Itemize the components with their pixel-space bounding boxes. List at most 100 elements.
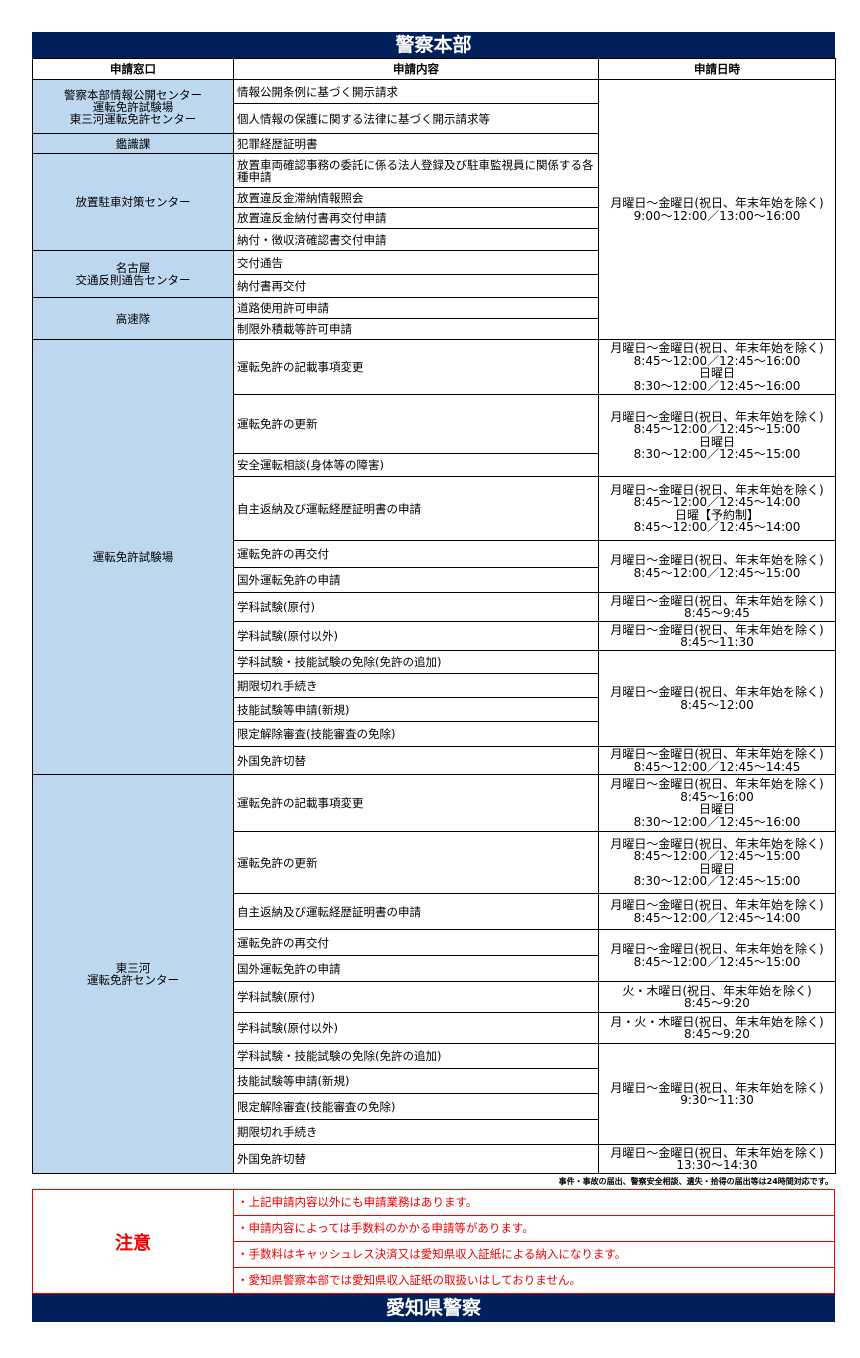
datetime-cell: 月曜日～金曜日(祝日、年末年始を除く) 8:45～12:00／12:45～15:…	[598, 831, 836, 894]
header-content: 申請内容	[233, 58, 599, 80]
header-datetime: 申請日時	[598, 58, 836, 80]
content-cell: 運転免許の記載事項変更	[233, 774, 599, 832]
datetime-cell: 月曜日～金曜日(祝日、年末年始を除く) 8:45～12:00／12:45～14:…	[598, 476, 836, 541]
content-cell: 納付・徴収済確認書交付申請	[233, 228, 599, 251]
table-row: 名古屋 交通反則通告センター 交付通告	[32, 250, 836, 298]
content-cell: 学科試験(原付以外)	[233, 621, 599, 651]
datetime-cell: 月曜日～金曜日(祝日、年末年始を除く) 8:45～9:45	[598, 592, 836, 622]
content-cell: 限定解除審査(技能審査の免除)	[233, 721, 599, 747]
content-cell: 技能試験等申請(新規)	[233, 1068, 599, 1094]
office-cell: 鑑識課	[32, 133, 234, 154]
table-row: 国外運転免許の申請	[33, 955, 836, 982]
datetime-cell: 月曜日～金曜日(祝日、年末年始を除く) 8:45～11:30	[598, 621, 836, 651]
content-cell: 放置違反金納付書再交付申請	[233, 207, 599, 229]
notice-item: ・手数料はキャッシュレス決済又は愛知県収入証紙による納入になります。	[234, 1242, 834, 1268]
datetime-cell: 月曜日～金曜日(祝日、年末年始を除く) 9:30～11:30	[598, 1043, 836, 1145]
content-cell: 学科試験(原付)	[233, 592, 599, 622]
table-row: 学科試験(原付以外) 月曜日～金曜日(祝日、年末年始を除く) 8:45～11:30	[33, 621, 836, 651]
content-cell: 限定解除審査(技能審査の免除)	[233, 1093, 599, 1120]
content-cell: 制限外積載等許可申請	[233, 318, 599, 340]
content-cell: 学科試験(原付以外)	[233, 1012, 599, 1044]
content-cell: 外国免許切替	[233, 1144, 599, 1174]
table-row: 自主返納及び運転経歴証明書の申請 月曜日～金曜日(祝日、年末年始を除く) 8:45…	[33, 476, 836, 541]
table-row: 東三河 運転免許センター 運転免許の記載事項変更 月曜日～金曜日(祝日、年末年始を除…	[32, 774, 836, 1174]
table-row: 運転免許の更新 月曜日～金曜日(祝日、年末年始を除く) 8:45～12:00／12…	[33, 831, 836, 894]
table-row: 限定解除審査(技能審査の免除)	[33, 1093, 836, 1120]
table-row: 納付・徴収済確認書交付申請	[33, 228, 836, 251]
datetime-cell: 月曜日～金曜日(祝日、年末年始を除く) 8:45～12:00／12:45～14:…	[598, 746, 836, 775]
content-cell: 自主返納及び運転経歴証明書の申請	[233, 476, 599, 541]
table-row: 技能試験等申請(新規)	[33, 697, 836, 722]
content-cell: 国外運転免許の申請	[233, 955, 599, 982]
table-row: 鑑識課 犯罪経歴証明書	[32, 133, 836, 154]
office-cell: 名古屋 交通反則通告センター	[32, 250, 234, 298]
office-cell: 東三河 運転免許センター	[32, 774, 234, 1174]
office-cell: 放置駐車対策センター	[32, 153, 234, 251]
notice-item: ・愛知県警察本部では愛知県収入証紙の取扱いはしておりません。	[237, 1273, 581, 1287]
content-cell: 犯罪経歴証明書	[233, 133, 599, 154]
footer-title: 愛知県警察	[32, 1294, 835, 1322]
notice-item: ・上記申請内容以外にも申請業務はあります。	[234, 1190, 834, 1216]
content-cell: 国外運転免許の申請	[233, 567, 599, 593]
table-row: 納付書再交付	[33, 274, 836, 298]
notice-box: 注意 ・上記申請内容以外にも申請業務はあります。 ・申請内容によっては手数料のか…	[32, 1189, 835, 1294]
table-row: 外国免許切替 月曜日～金曜日(祝日、年末年始を除く) 8:45～12:00／12:…	[33, 746, 836, 775]
datetime-cell: 月曜日～金曜日(祝日、年末年始を除く) 8:45～16:00 日曜日 8:30～…	[598, 774, 836, 832]
datetime-cell: 月曜日～金曜日(祝日、年末年始を除く) 9:00～12:00／13:00～16:…	[598, 79, 836, 340]
table-row: 学科試験(原付以外) 月・火・木曜日(祝日、年末年始を除く) 8:45～9:20	[33, 1012, 836, 1044]
datetime-cell: 月曜日～金曜日(祝日、年末年始を除く) 8:45～12:00／12:45～14:…	[598, 893, 836, 930]
content-cell: 安全運転相談(身体等の障害)	[233, 453, 599, 477]
office-cell: 高速隊	[32, 297, 234, 340]
table-row: 高速隊 道路使用許可申請	[32, 297, 836, 340]
datetime-cell: 月・火・木曜日(祝日、年末年始を除く) 8:45～9:20	[598, 1012, 836, 1044]
content-cell: 運転免許の再交付	[233, 929, 599, 956]
content-cell: 放置車両確認事務の委託に係る法人登録及び駐車監視員に関係する各種申請	[233, 153, 599, 188]
office-cell: 警察本部情報公開センター 運転免許試験場 東三河運転免許センター	[32, 79, 234, 134]
content-cell: 運転免許の再交付	[233, 540, 599, 568]
datetime-cell: 火・木曜日(祝日、年末年始を除く) 8:45～9:20	[598, 981, 836, 1013]
table-row: 自主返納及び運転経歴証明書の申請 月曜日～金曜日(祝日、年末年始を除く) 8:45…	[33, 893, 836, 930]
table-row: 運転免許の更新 月曜日～金曜日(祝日、年末年始を除く) 8:45～12:00／12…	[33, 394, 836, 477]
table-row: 警察本部情報公開センター 運転免許試験場 東三河運転免許センター 情報公開条例に基…	[32, 79, 836, 340]
table-row: 限定解除審査(技能審査の免除)	[33, 721, 836, 747]
table-row: 運転免許の再交付 月曜日～金曜日(祝日、年末年始を除く) 8:45～12:00／1…	[33, 929, 836, 982]
content-cell: 道路使用許可申請	[233, 297, 599, 319]
table-row: 期限切れ手続き	[33, 1119, 836, 1145]
table-row: 運転免許試験場 運転免許の記載事項変更 月曜日～金曜日(祝日、年末年始を除く) 8:…	[32, 339, 836, 775]
schedule-table: 申請窓口 申請内容 申請日時 警察本部情報公開センター 運転免許試験場 東三河運…	[32, 58, 836, 1174]
header-office: 申請窓口	[32, 58, 234, 80]
content-cell: 放置違反金滞納情報照会	[233, 187, 599, 208]
schedule-document: 警察本部 申請窓口 申請内容 申請日時 警察本部情報公開センター 運転免許試験場…	[32, 32, 836, 1294]
content-cell: 運転免許の更新	[233, 831, 599, 894]
table-row: 個人情報の保護に関する法律に基づく開示請求等	[33, 103, 836, 134]
office-cell: 運転免許試験場	[32, 339, 234, 775]
datetime-cell: 月曜日～金曜日(祝日、年末年始を除く) 13:30～14:30	[598, 1144, 836, 1174]
content-cell: 運転免許の記載事項変更	[233, 339, 599, 395]
content-cell: 個人情報の保護に関する法律に基づく開示請求等	[233, 103, 599, 134]
content-cell: 外国免許切替	[233, 746, 599, 775]
notice-label: 注意	[33, 1190, 234, 1293]
table-row: 学科試験(原付) 月曜日～金曜日(祝日、年末年始を除く) 8:45～9:45	[33, 592, 836, 622]
table-row: 放置違反金滞納情報照会	[33, 187, 836, 208]
datetime-cell: 月曜日～金曜日(祝日、年末年始を除く) 8:45～12:00／12:45～16:…	[598, 339, 836, 395]
content-cell: 学科試験・技能試験の免除(免許の追加)	[233, 1043, 599, 1069]
note-24h: 事件・事故の届出、警察安全相談、遺失・拾得の届出等は24時間対応です。	[558, 1177, 833, 1186]
datetime-cell: 月曜日～金曜日(祝日、年末年始を除く) 8:45～12:00／12:45～15:…	[598, 929, 836, 982]
table-row: 学科試験・技能試験の免除(免許の追加) 月曜日～金曜日(祝日、年末年始を除く) 8…	[33, 650, 836, 747]
content-cell: 納付書再交付	[233, 274, 599, 298]
content-cell: 情報公開条例に基づく開示請求	[233, 79, 599, 104]
content-cell: 交付通告	[233, 250, 599, 275]
datetime-cell: 月曜日～金曜日(祝日、年末年始を除く) 8:45～12:00	[598, 650, 836, 747]
content-cell: 学科試験・技能試験の免除(免許の追加)	[233, 650, 599, 674]
content-cell: 期限切れ手続き	[233, 1119, 599, 1145]
table-row: 運転免許の再交付 月曜日～金曜日(祝日、年末年始を除く) 8:45～12:00／1…	[33, 540, 836, 593]
table-row: 放置駐車対策センター 放置車両確認事務の委託に係る法人登録及び駐車監視員に関係する…	[32, 153, 836, 251]
table-row: 外国免許切替 月曜日～金曜日(祝日、年末年始を除く) 13:30～14:30	[33, 1144, 836, 1174]
datetime-cell: 月曜日～金曜日(祝日、年末年始を除く) 8:45～12:00／12:45～15:…	[598, 394, 836, 477]
datetime-cell: 月曜日～金曜日(祝日、年末年始を除く) 8:45～12:00／12:45～15:…	[598, 540, 836, 593]
content-cell: 学科試験(原付)	[233, 981, 599, 1013]
content-cell: 運転免許の更新	[233, 394, 599, 454]
content-cell: 自主返納及び運転経歴証明書の申請	[233, 893, 599, 930]
content-cell: 期限切れ手続き	[233, 673, 599, 698]
content-cell: 技能試験等申請(新規)	[233, 697, 599, 722]
